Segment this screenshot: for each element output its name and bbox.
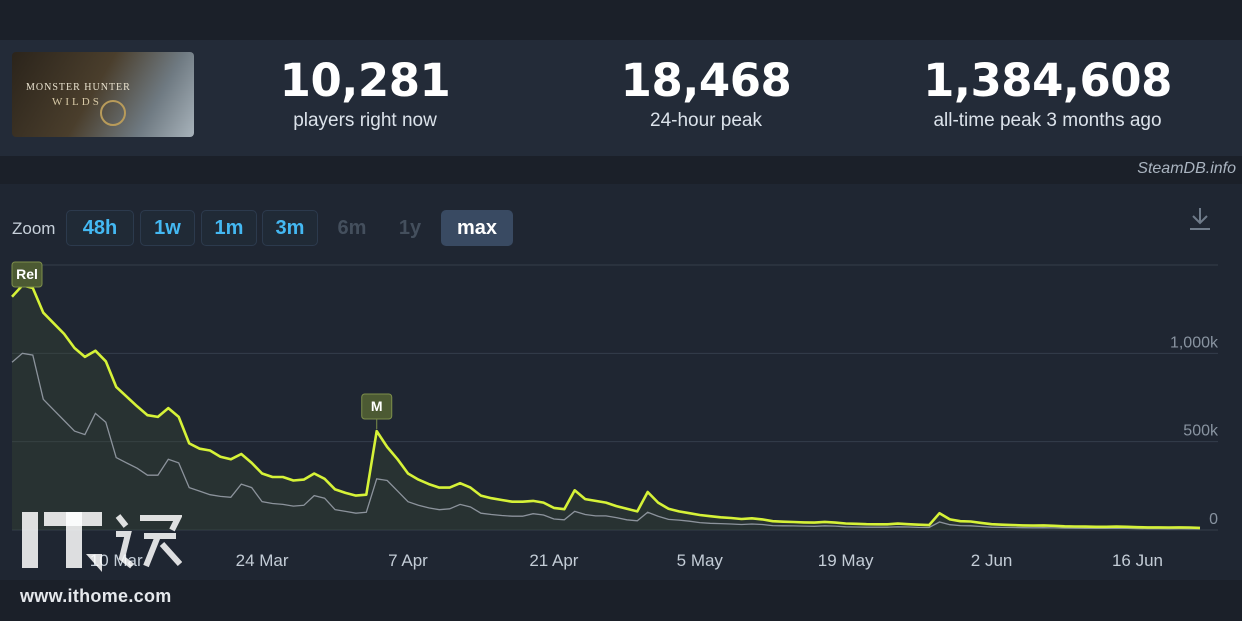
zoom-1y-button: 1y bbox=[398, 216, 422, 239]
series-line-players bbox=[11, 284, 1201, 530]
annotation-label: M bbox=[371, 398, 383, 414]
annotation-label: Rel bbox=[16, 266, 38, 282]
annotation-marker: M bbox=[361, 393, 393, 430]
zoom-6m-button: 6m bbox=[337, 216, 367, 239]
cover-title: MONSTER HUNTER bbox=[26, 82, 131, 93]
ithome-url-watermark: www.ithome.com bbox=[20, 586, 172, 606]
stats-bar: MONSTER HUNTER WILDS 10,281 players righ… bbox=[0, 40, 1242, 156]
x-tick-label: 21 Apr bbox=[529, 551, 578, 570]
x-tick-label: 5 May bbox=[677, 551, 724, 570]
stat-value: 18,468 bbox=[620, 54, 792, 107]
bottom-band bbox=[0, 580, 1242, 621]
x-tick-label: 2 Jun bbox=[971, 551, 1013, 570]
series-line-secondary bbox=[11, 352, 1201, 530]
steamdb-credit[interactable]: SteamDB.info bbox=[1137, 160, 1236, 177]
download-icon[interactable] bbox=[1188, 206, 1212, 232]
stat-label: all-time peak 3 months ago bbox=[933, 110, 1162, 131]
cover-emblem-icon bbox=[100, 100, 126, 126]
ithome-logo-watermark bbox=[22, 512, 182, 572]
y-tick-label: 1,000k bbox=[1170, 334, 1219, 351]
zoom-3m-button[interactable]: 3m bbox=[262, 210, 318, 246]
cover-subtitle: WILDS bbox=[52, 96, 102, 108]
annotation-marker: Rel bbox=[11, 261, 43, 288]
game-cover-image[interactable]: MONSTER HUNTER WILDS bbox=[12, 52, 194, 137]
stat-value: 10,281 bbox=[279, 54, 451, 107]
stat-24h-peak: 18,468 24-hour peak bbox=[596, 54, 816, 132]
annotation-box bbox=[11, 261, 43, 288]
y-tick-label: 500k bbox=[1183, 423, 1219, 440]
top-band bbox=[0, 0, 1242, 40]
x-tick-label: 24 Mar bbox=[236, 551, 289, 570]
stat-all-time-peak: 1,384,608 all-time peak 3 months ago bbox=[900, 54, 1195, 132]
x-tick-label: 16 Jun bbox=[1112, 551, 1163, 570]
main-series-area bbox=[12, 285, 1200, 530]
zoom-max-button[interactable]: max bbox=[441, 210, 513, 246]
zoom-1m-button[interactable]: 1m bbox=[201, 210, 257, 246]
stat-label: players right now bbox=[293, 110, 437, 131]
zoom-1w-button[interactable]: 1w bbox=[140, 210, 195, 246]
y-tick-label: 0 bbox=[1209, 511, 1218, 528]
zoom-48h-button[interactable]: 48h bbox=[66, 210, 134, 246]
stat-label: 24-hour peak bbox=[650, 110, 762, 131]
x-tick-label: 7 Apr bbox=[388, 551, 428, 570]
stat-current-players: 10,281 players right now bbox=[260, 54, 470, 132]
stat-value: 1,384,608 bbox=[923, 54, 1172, 107]
x-tick-label: 19 May bbox=[818, 551, 874, 570]
chart-panel: Zoom 48h 1w 1m 3m 6m 1y max bbox=[0, 184, 1242, 580]
zoom-label: Zoom bbox=[12, 219, 56, 238]
